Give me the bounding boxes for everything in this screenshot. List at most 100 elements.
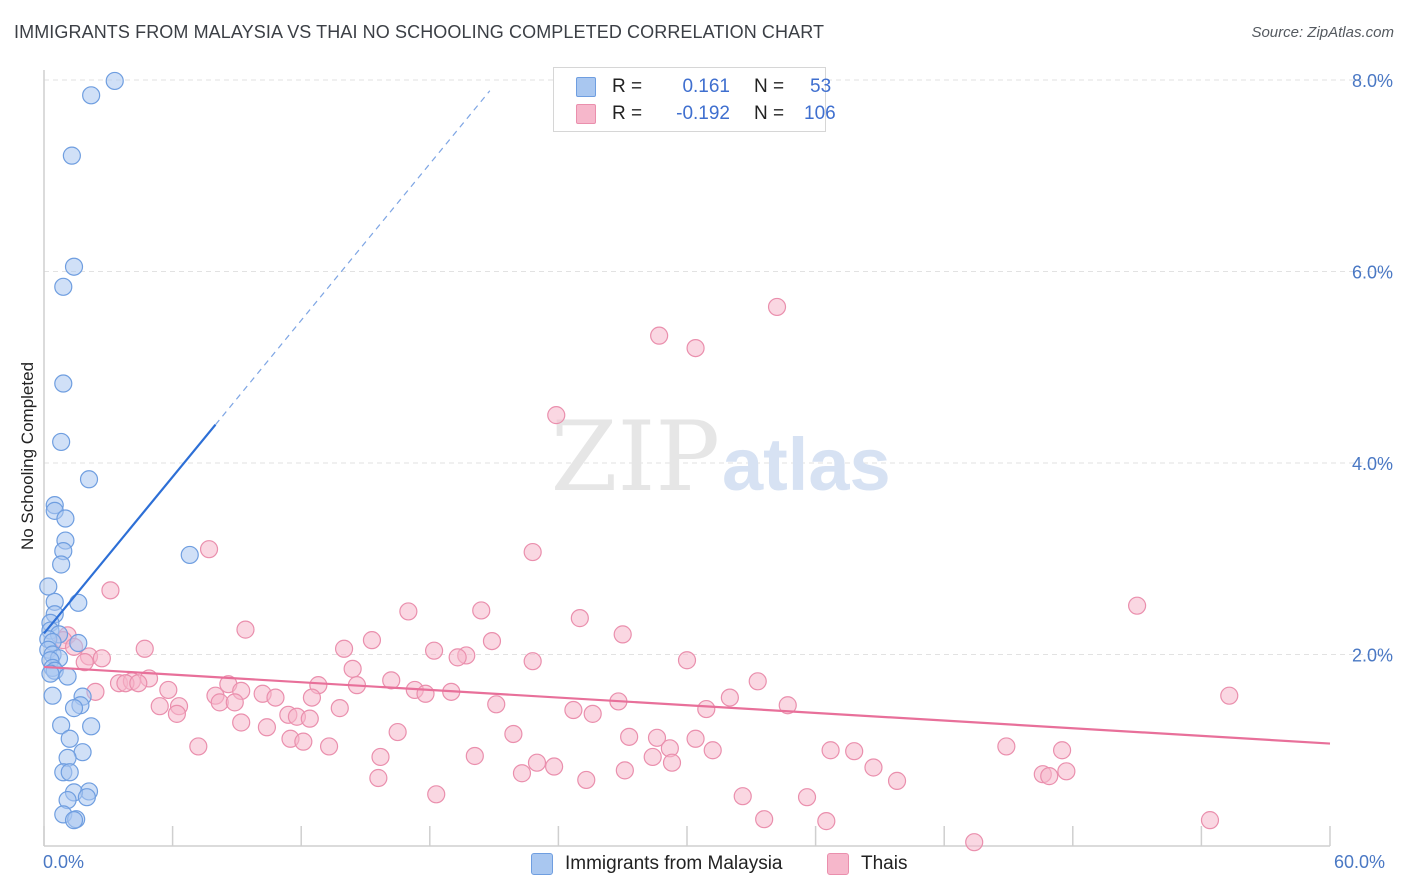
malaysia-point	[64, 257, 84, 276]
legend-r-key: R =	[612, 103, 643, 124]
watermark-zip: ZIP	[551, 401, 720, 513]
malaysia-point	[58, 667, 77, 686]
malaysia-point	[64, 699, 84, 718]
thais-point	[577, 770, 596, 790]
bottom-legend-label-thais: Thais	[861, 853, 908, 874]
thais-point	[487, 695, 506, 714]
thais-point	[821, 741, 840, 760]
thais-point	[697, 699, 716, 719]
thais-point	[75, 653, 94, 672]
thais-point	[362, 631, 382, 650]
thais-point	[1220, 686, 1239, 705]
x-tick-max: 60.0%	[1334, 852, 1386, 872]
legend-swatch-thais	[576, 104, 596, 124]
thais-point	[997, 737, 1016, 756]
thais-point	[371, 747, 390, 767]
thais-point	[302, 688, 322, 707]
malaysia-point	[52, 716, 71, 735]
thais-point	[512, 764, 532, 783]
legend-r-value: -0.192	[676, 103, 730, 124]
malaysia-point	[60, 729, 79, 748]
malaysia-point	[56, 509, 75, 528]
chart-title: IMMIGRANTS FROM MALAYSIA VS THAI NO SCHO…	[14, 22, 825, 42]
legend-r-key: R =	[612, 76, 643, 97]
thais-point	[236, 620, 255, 639]
malaysia-point	[41, 664, 60, 683]
thais-point	[92, 649, 111, 668]
thais-point	[150, 697, 169, 716]
thais-point	[159, 680, 178, 700]
thais-point	[135, 639, 154, 658]
axis-layer	[43, 70, 1331, 847]
bottom-legend-malaysia: Immigrants from Malaysia	[531, 853, 783, 875]
bottom-legend-thais: Thais	[827, 853, 907, 875]
thais-point	[703, 741, 722, 760]
legend-swatch-malaysia	[576, 77, 596, 97]
malaysia-point	[77, 788, 96, 807]
thais-point	[845, 742, 864, 761]
malaysia-point	[39, 577, 58, 596]
thais-point	[266, 688, 285, 707]
malaysia-point	[69, 593, 88, 612]
legend-row-malaysia: R = 0.161 N = 53	[576, 74, 831, 100]
thais-point	[686, 729, 705, 748]
thais-point	[817, 812, 836, 831]
thais-point	[369, 768, 388, 788]
legend-row-thais: R = -0.192 N = 106	[576, 101, 836, 127]
y-tick-labels: 2.0% 4.0% 6.0% 8.0%	[1352, 71, 1393, 666]
thais-point	[748, 672, 767, 691]
thais-point	[677, 651, 697, 670]
thais-point	[343, 659, 362, 678]
thais-point	[564, 700, 583, 720]
malaysia-point	[82, 86, 101, 105]
thais-point	[797, 788, 817, 807]
thais-point	[545, 757, 564, 776]
malaysia-point	[43, 686, 62, 705]
malaysia-point	[105, 71, 124, 91]
malaysia-points	[39, 71, 199, 830]
thais-point	[334, 639, 354, 658]
malaysia-trend-line	[43, 424, 217, 635]
thais-point	[199, 540, 219, 559]
thais-point	[523, 652, 542, 671]
thais-point	[523, 542, 542, 562]
thais-point	[416, 684, 435, 703]
thais-point	[767, 297, 787, 317]
thais-point	[232, 713, 251, 732]
malaysia-point	[64, 811, 84, 830]
thais-point	[643, 747, 662, 767]
thais-point	[570, 609, 589, 628]
thais-point	[167, 704, 186, 723]
malaysia-point	[54, 374, 73, 393]
thais-point	[1127, 596, 1147, 615]
thais-point	[647, 728, 667, 747]
malaysia-point	[54, 277, 73, 296]
grid-layer	[44, 79, 1390, 655]
y-tick-label: 4.0%	[1352, 454, 1393, 474]
y-tick-label: 8.0%	[1352, 71, 1393, 91]
thais-point	[482, 631, 502, 651]
legend-n-key: N =	[754, 76, 785, 97]
source-credit: Source: ZipAtlas.com	[1251, 24, 1394, 41]
thais-point	[427, 785, 446, 804]
thais-point	[620, 727, 639, 746]
y-tick-label: 6.0%	[1352, 263, 1393, 283]
malaysia-point	[69, 633, 88, 653]
bottom-swatch-thais	[827, 853, 849, 875]
thais-point	[424, 641, 444, 660]
thais-point	[583, 704, 602, 723]
thais-point	[504, 724, 523, 744]
legend-n-value: 106	[804, 103, 836, 124]
malaysia-point	[62, 146, 81, 165]
thais-point	[1040, 767, 1059, 786]
thais-point	[613, 625, 632, 644]
y-axis-label: No Schooling Completed	[18, 361, 37, 551]
stats-legend: R = 0.161 N = 53 R = -0.192 N = 106	[553, 67, 836, 132]
legend-n-value: 53	[810, 76, 832, 97]
thais-point	[527, 753, 547, 772]
thais-point	[257, 718, 277, 737]
thais-point	[129, 674, 148, 693]
legend-n-key: N =	[754, 103, 785, 124]
thais-point	[686, 339, 705, 358]
